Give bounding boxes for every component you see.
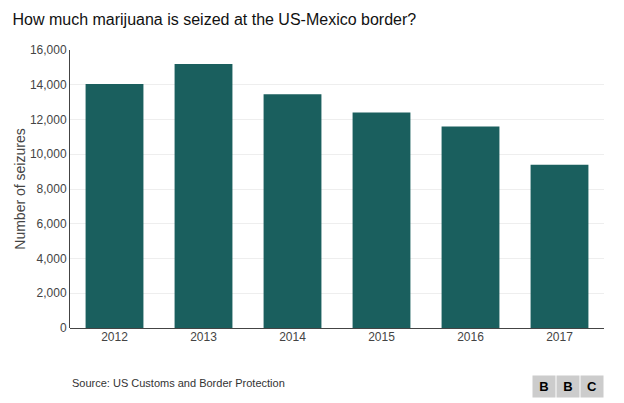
svg-text:14,000: 14,000	[30, 78, 67, 92]
svg-text:2016: 2016	[457, 330, 484, 344]
svg-text:2015: 2015	[368, 330, 395, 344]
svg-text:2,000: 2,000	[37, 286, 67, 300]
svg-text:How much marijuana is seized a: How much marijuana is seized at the US-M…	[12, 11, 416, 28]
svg-text:16,000: 16,000	[30, 43, 67, 57]
svg-text:2013: 2013	[190, 330, 217, 344]
svg-text:8,000: 8,000	[37, 182, 67, 196]
svg-text:2017: 2017	[546, 330, 573, 344]
svg-text:6,000: 6,000	[37, 217, 67, 231]
svg-text:4,000: 4,000	[37, 252, 67, 266]
svg-text:C: C	[587, 379, 597, 394]
svg-text:2014: 2014	[279, 330, 306, 344]
svg-text:0: 0	[60, 321, 67, 335]
svg-text:12,000: 12,000	[30, 113, 67, 127]
svg-text:Number of seizures: Number of seizures	[12, 128, 28, 249]
svg-text:B: B	[539, 379, 548, 394]
svg-text:B: B	[563, 379, 572, 394]
svg-text:10,000: 10,000	[30, 147, 67, 161]
svg-text:2012: 2012	[101, 330, 128, 344]
svg-text:Source: US Customs and Border: Source: US Customs and Border Protection	[72, 377, 285, 389]
